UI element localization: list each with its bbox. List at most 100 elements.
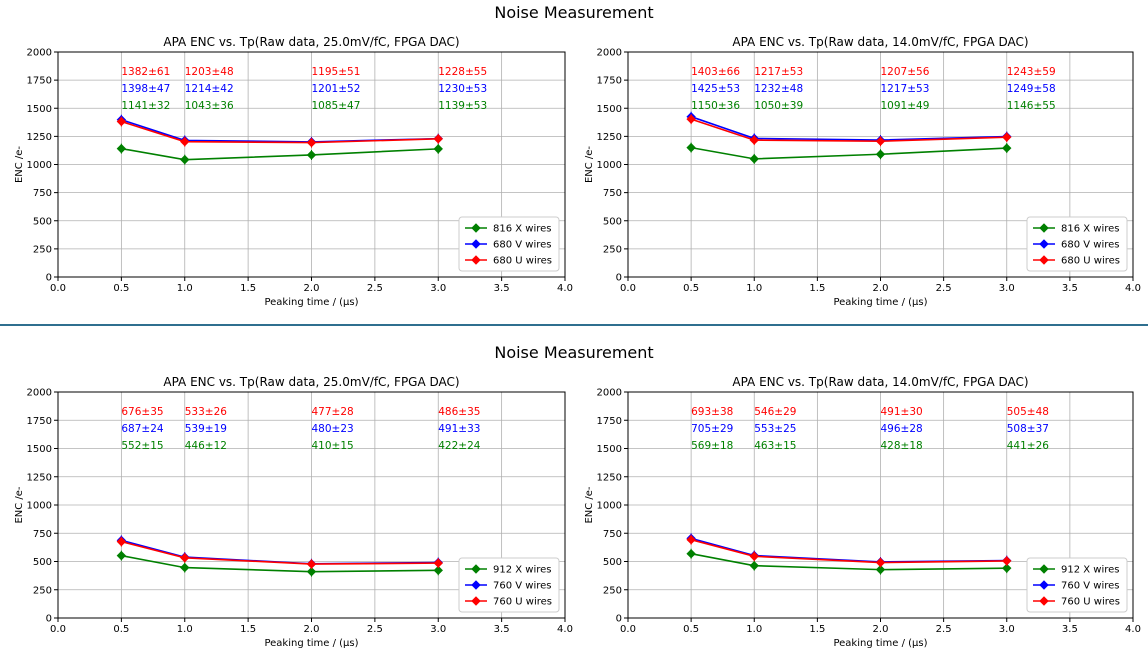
x-tick-label: 4.0 xyxy=(1125,624,1141,635)
x-tick-label: 2.5 xyxy=(936,624,952,635)
legend-box xyxy=(1026,216,1128,272)
data-point xyxy=(180,562,190,573)
y-tick-label: 2000 xyxy=(27,388,52,399)
data-point xyxy=(875,136,886,146)
data-point xyxy=(433,558,443,568)
x-tick-label: 0.0 xyxy=(50,624,66,635)
x-tick-label: 0.5 xyxy=(113,624,129,635)
y-tick-label: 1750 xyxy=(27,76,52,87)
legend-entry: 680 U wires xyxy=(1061,256,1120,267)
legend-marker xyxy=(1039,223,1049,233)
x-tick-label: 2.0 xyxy=(873,283,889,294)
y-tick-label: 250 xyxy=(603,585,622,596)
series-line xyxy=(690,118,1007,143)
legend-marker xyxy=(1039,255,1049,265)
data-point xyxy=(749,154,759,164)
x-tick-label: 3.0 xyxy=(999,624,1015,635)
panel-divider xyxy=(0,324,1148,326)
y-tick-label: 1750 xyxy=(597,416,622,427)
y-tick-label: 2000 xyxy=(597,48,622,59)
legend-box xyxy=(458,216,560,272)
legend-marker xyxy=(471,255,481,265)
y-tick-label: 1500 xyxy=(27,104,52,115)
legend-entry: 912 X wires xyxy=(1061,565,1120,576)
legend-marker xyxy=(471,564,481,574)
series-line xyxy=(690,538,1007,564)
y-tick-label: 750 xyxy=(33,188,52,199)
x-tick-label: 2.5 xyxy=(936,283,952,294)
data-point xyxy=(180,154,190,165)
data-label: 1150±36 xyxy=(691,100,740,112)
x-tick-label: 1.5 xyxy=(240,624,256,635)
legend-entry: 816 X wires xyxy=(1061,224,1120,235)
data-label: 1043±36 xyxy=(185,100,234,112)
legend-marker xyxy=(1039,564,1049,574)
data-label: 546±29 xyxy=(754,406,796,418)
data-label: 553±25 xyxy=(754,423,796,435)
data-label: 1214±42 xyxy=(185,83,234,95)
data-point xyxy=(686,534,696,545)
data-label: 676±35 xyxy=(121,406,163,418)
data-point xyxy=(180,136,190,147)
y-tick-label: 1500 xyxy=(27,444,52,455)
y-tick-label: 500 xyxy=(603,216,622,227)
y-tick-label: 1250 xyxy=(597,132,622,143)
y-tick-label: 1500 xyxy=(597,444,622,455)
data-point xyxy=(1002,556,1012,566)
y-tick-label: 2000 xyxy=(27,48,52,59)
data-point xyxy=(686,142,696,153)
data-point xyxy=(686,114,696,124)
y-tick-label: 2000 xyxy=(597,388,622,399)
x-tick-label: 1.0 xyxy=(746,283,762,294)
data-point xyxy=(433,134,443,144)
data-point xyxy=(116,550,127,561)
x-tick-label: 0.0 xyxy=(620,624,636,635)
x-tick-label: 1.0 xyxy=(746,624,762,635)
y-axis-label: ENC /e- xyxy=(584,146,595,183)
y-axis-label: ENC /e- xyxy=(14,146,25,183)
legend-entry: 760 V wires xyxy=(1061,581,1120,592)
data-point xyxy=(749,135,759,145)
data-label: 1425±53 xyxy=(691,83,740,95)
x-tick-label: 4.0 xyxy=(557,283,573,294)
data-label: 491±30 xyxy=(881,406,923,418)
y-tick-label: 750 xyxy=(603,188,622,199)
x-tick-label: 0.0 xyxy=(620,283,636,294)
data-label: 480±23 xyxy=(312,423,354,435)
y-tick-label: 500 xyxy=(33,557,52,568)
data-label: 539±19 xyxy=(185,423,227,435)
y-axis-label: ENC /e- xyxy=(14,486,25,523)
x-tick-label: 1.5 xyxy=(809,283,825,294)
data-label: 486±35 xyxy=(438,406,480,418)
y-tick-label: 0 xyxy=(616,614,622,625)
data-label: 508±37 xyxy=(1007,423,1049,435)
x-tick-label: 2.0 xyxy=(304,624,320,635)
x-tick-label: 3.5 xyxy=(1062,624,1078,635)
x-axis-label: Peaking time / (μs) xyxy=(833,638,927,649)
x-tick-label: 4.0 xyxy=(557,624,573,635)
y-tick-label: 0 xyxy=(46,614,52,625)
data-label: 1141±32 xyxy=(121,100,170,112)
data-label: 1207±56 xyxy=(881,66,930,78)
y-tick-label: 1250 xyxy=(27,472,52,483)
data-point xyxy=(116,116,127,127)
x-tick-label: 3.5 xyxy=(494,283,510,294)
legend-entry: 760 U wires xyxy=(1061,597,1120,608)
data-point xyxy=(433,144,443,154)
data-label: 1403±66 xyxy=(691,66,740,78)
x-tick-label: 2.0 xyxy=(304,283,320,294)
x-tick-label: 0.5 xyxy=(683,283,699,294)
data-label: 491±33 xyxy=(438,423,480,435)
data-point xyxy=(116,143,127,154)
y-tick-label: 250 xyxy=(603,244,622,255)
data-label: 552±15 xyxy=(121,440,163,452)
data-point xyxy=(1002,143,1012,153)
y-tick-label: 1000 xyxy=(27,160,52,171)
x-tick-label: 3.0 xyxy=(430,624,446,635)
x-tick-label: 3.0 xyxy=(430,283,446,294)
data-point xyxy=(306,559,317,569)
legend-entry: 760 V wires xyxy=(493,581,552,592)
data-label: 1243±59 xyxy=(1007,66,1056,78)
data-point xyxy=(749,560,759,571)
